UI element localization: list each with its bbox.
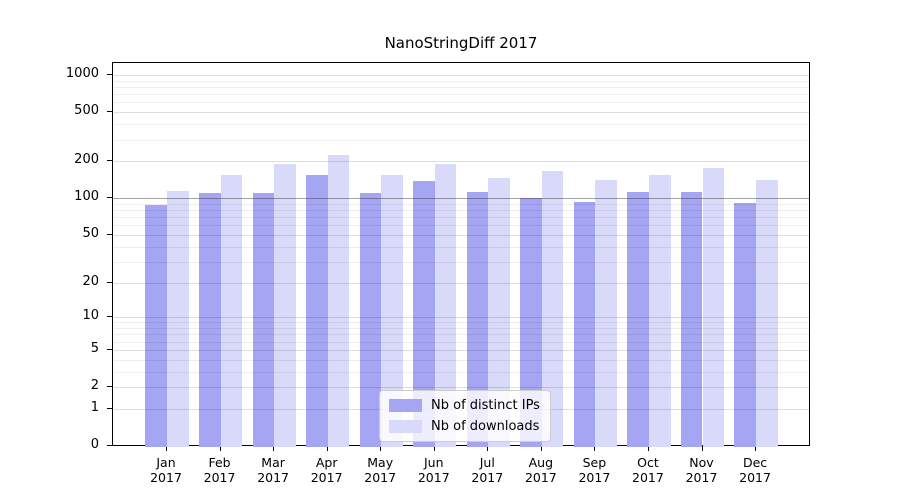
bar-distinct-ips-jul — [466, 191, 489, 447]
x-tick-label-mar: Mar 2017 — [257, 455, 289, 485]
y-tick-label-100: 100 — [74, 189, 99, 205]
x-tick-label-sep: Sep 2017 — [578, 455, 611, 485]
legend-item-downloads: Nb of downloads — [389, 419, 540, 434]
y-tick-mark-0 — [107, 445, 112, 446]
x-tick-label-nov: Nov 2017 — [685, 455, 718, 485]
x-tick-mark-jul — [487, 446, 489, 451]
x-tick-mark-sep — [594, 446, 596, 451]
y-tick-mark-2 — [107, 386, 112, 387]
x-tick-label-feb: Feb 2017 — [203, 455, 236, 485]
bar-distinct-ips-dec — [734, 202, 757, 447]
x-tick-mark-dec — [755, 446, 757, 451]
y-tick-mark-20 — [107, 281, 112, 283]
x-tick-mark-jan — [166, 446, 167, 451]
bar-downloads-jan — [167, 190, 189, 447]
y-tick-mark-100 — [107, 197, 112, 199]
bar-distinct-ips-sep — [573, 202, 596, 447]
bar-distinct-ips-jan — [145, 204, 167, 447]
bars-layer — [113, 63, 809, 447]
y-tick-mark-1 — [107, 407, 112, 409]
bar-downloads-sep — [595, 180, 617, 447]
legend-swatch-downloads — [389, 420, 422, 433]
legend-label-downloads: Nb of downloads — [431, 419, 540, 434]
x-tick-mark-nov — [701, 446, 703, 451]
y-tick-label-5: 5 — [90, 340, 99, 356]
legend-label-distinct-ips: Nb of distinct IPs — [431, 398, 540, 413]
y-tick-label-10: 10 — [82, 308, 99, 324]
x-tick-mark-jun — [433, 446, 435, 451]
y-tick-label-0: 0 — [90, 437, 99, 452]
x-tick-label-oct: Oct 2017 — [632, 455, 664, 485]
bar-distinct-ips-apr — [306, 174, 328, 447]
bar-downloads-nov — [702, 168, 725, 447]
y-tick-label-200: 200 — [74, 152, 99, 168]
y-tick-mark-1000 — [107, 73, 112, 75]
y-tick-mark-50 — [107, 233, 112, 235]
bar-distinct-ips-oct — [627, 192, 649, 447]
x-tick-mark-oct — [647, 446, 649, 451]
chart-title: NanoStringDiff 2017 — [384, 34, 538, 52]
y-tick-mark-5 — [107, 348, 112, 350]
bar-downloads-dec — [756, 180, 778, 447]
bar-downloads-feb — [220, 174, 243, 447]
bar-downloads-jun — [434, 163, 457, 447]
bar-distinct-ips-jun — [413, 181, 435, 447]
legend: Nb of distinct IPs Nb of downloads — [379, 390, 551, 442]
x-tick-label-apr: Apr 2017 — [310, 455, 343, 485]
y-tick-label-50: 50 — [82, 225, 99, 241]
x-tick-mark-feb — [219, 446, 221, 451]
x-tick-mark-may — [380, 446, 382, 451]
bar-distinct-ips-nov — [680, 192, 703, 447]
y-tick-label-500: 500 — [74, 103, 99, 119]
bar-downloads-jul — [488, 178, 510, 447]
bar-downloads-aug — [541, 171, 564, 447]
bar-distinct-ips-mar — [252, 193, 275, 447]
y-tick-mark-10 — [107, 316, 112, 318]
y-tick-label-1: 1 — [90, 399, 99, 415]
bar-downloads-apr — [327, 154, 350, 447]
legend-swatch-distinct-ips — [389, 399, 422, 412]
x-tick-mark-aug — [540, 446, 542, 451]
x-tick-label-jun: Jun 2017 — [417, 455, 450, 485]
x-tick-mark-mar — [273, 446, 275, 451]
x-tick-label-aug: Aug 2017 — [524, 455, 557, 485]
y-tick-label-2: 2 — [90, 378, 99, 393]
bar-distinct-ips-feb — [198, 193, 221, 447]
y-tick-label-20: 20 — [82, 273, 99, 289]
legend-item-distinct-ips: Nb of distinct IPs — [389, 398, 540, 413]
x-tick-mark-apr — [326, 446, 328, 451]
bar-downloads-mar — [274, 163, 296, 447]
y-tick-mark-500 — [107, 111, 112, 113]
bar-distinct-ips-aug — [520, 198, 542, 447]
y-tick-mark-200 — [107, 160, 112, 162]
bar-distinct-ips-may — [359, 193, 382, 447]
y-tick-label-1000: 1000 — [65, 65, 99, 81]
bar-downloads-may — [381, 174, 403, 447]
x-tick-label-may: May 2017 — [364, 455, 397, 485]
plot-area: Nb of distinct IPs Nb of downloads — [112, 62, 810, 447]
x-tick-label-jul: Jul 2017 — [471, 455, 504, 485]
bar-downloads-oct — [648, 174, 671, 447]
x-tick-label-dec: Dec 2017 — [739, 455, 771, 485]
x-tick-label-jan: Jan 2017 — [150, 455, 182, 485]
